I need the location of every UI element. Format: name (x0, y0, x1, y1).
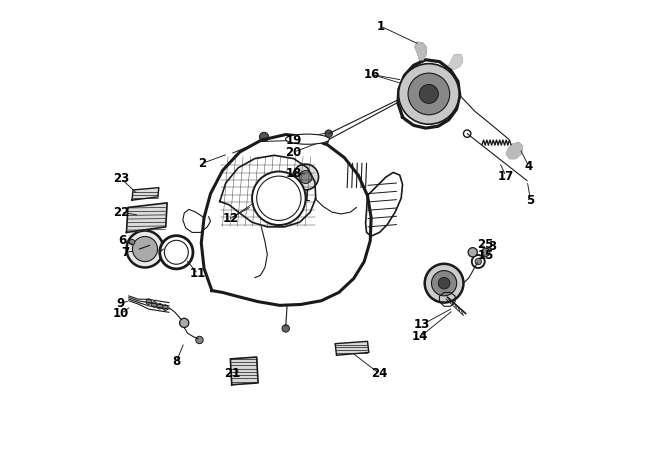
Circle shape (472, 255, 485, 268)
Circle shape (482, 248, 490, 257)
Circle shape (292, 164, 318, 190)
Text: 3: 3 (488, 240, 496, 253)
Circle shape (475, 258, 482, 265)
Polygon shape (335, 341, 369, 355)
Circle shape (151, 302, 157, 307)
Polygon shape (127, 203, 167, 232)
Polygon shape (448, 55, 463, 69)
Text: 12: 12 (222, 212, 239, 225)
Text: 24: 24 (371, 367, 387, 380)
Circle shape (322, 138, 328, 145)
Text: 16: 16 (364, 68, 380, 81)
Text: 13: 13 (414, 318, 430, 331)
Circle shape (468, 248, 477, 257)
Circle shape (129, 239, 135, 245)
Text: 7: 7 (122, 246, 129, 259)
Circle shape (398, 63, 459, 124)
Text: 2: 2 (199, 156, 207, 169)
Text: 9: 9 (117, 296, 125, 310)
Text: 4: 4 (525, 160, 533, 173)
Circle shape (325, 130, 332, 138)
Text: 5: 5 (526, 194, 534, 206)
Polygon shape (132, 188, 159, 200)
Text: 11: 11 (190, 268, 206, 281)
Text: 18: 18 (285, 167, 302, 180)
Polygon shape (230, 357, 258, 385)
Polygon shape (415, 42, 426, 60)
Circle shape (282, 325, 289, 332)
Circle shape (432, 270, 457, 296)
Circle shape (259, 132, 268, 142)
Text: 19: 19 (285, 134, 302, 147)
Circle shape (299, 170, 312, 183)
Text: 6: 6 (119, 234, 127, 247)
Polygon shape (506, 143, 523, 158)
Circle shape (146, 299, 151, 305)
Circle shape (162, 305, 168, 310)
Circle shape (133, 237, 157, 262)
Text: 8: 8 (172, 355, 181, 368)
Text: 10: 10 (113, 307, 129, 320)
Circle shape (463, 130, 471, 138)
Circle shape (127, 231, 163, 268)
Circle shape (157, 304, 162, 309)
Text: 21: 21 (224, 367, 240, 380)
Circle shape (438, 277, 450, 289)
Text: 1: 1 (376, 19, 384, 32)
Ellipse shape (285, 134, 330, 144)
Circle shape (160, 236, 193, 269)
Circle shape (419, 84, 438, 103)
Circle shape (408, 73, 450, 115)
Circle shape (196, 336, 203, 344)
Text: 23: 23 (113, 172, 129, 185)
Circle shape (252, 171, 306, 225)
Text: 17: 17 (498, 169, 514, 182)
Text: 20: 20 (285, 145, 302, 159)
Circle shape (424, 264, 463, 303)
Text: 15: 15 (478, 249, 494, 262)
Circle shape (179, 318, 188, 327)
Text: 25: 25 (478, 238, 494, 251)
Text: 22: 22 (113, 206, 129, 219)
Text: 14: 14 (412, 330, 428, 343)
